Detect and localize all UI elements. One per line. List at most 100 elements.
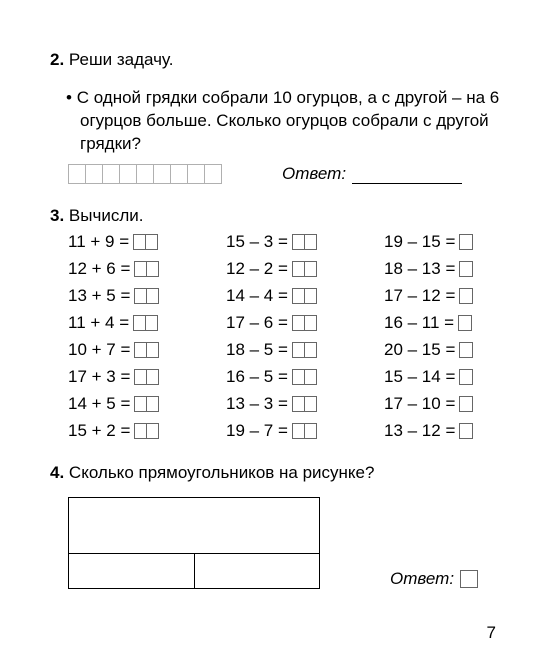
work-cell[interactable] [68,164,86,184]
answer-box-1[interactable] [459,423,473,439]
task4-colon: : [449,569,454,589]
equation-text: 12 + 6 = [68,259,130,279]
equation: 14 – 4 = [226,286,376,306]
equation: 17 – 10 = [384,394,534,414]
figure-vertical-line [194,553,195,589]
answer-box-1[interactable] [459,234,473,250]
equation: 20 – 15 = [384,340,534,360]
work-cell[interactable] [136,164,154,184]
equation-text: 15 + 2 = [68,421,130,441]
equation: 17 – 12 = [384,286,534,306]
task2-answer-line[interactable] [352,167,462,184]
task4-row: Ответ: [50,497,500,589]
equation-text: 17 – 10 = [384,394,455,414]
answer-box-1[interactable] [459,288,473,304]
equation-text: 18 – 5 = [226,340,288,360]
work-cell[interactable] [153,164,171,184]
equation: 10 + 7 = [68,340,218,360]
worksheet-page: 2. Реши задачу. • С одной грядки собрали… [0,0,540,663]
answer-box-2[interactable] [133,315,158,331]
task2-number: 2. [50,50,64,69]
equation: 15 + 2 = [68,421,218,441]
equation-text: 17 – 12 = [384,286,455,306]
equation-text: 13 – 3 = [226,394,288,414]
work-cell[interactable] [204,164,222,184]
answer-box-2[interactable] [292,288,317,304]
task3-number: 3. [50,206,64,225]
equation: 13 – 12 = [384,421,534,441]
task2-problem: • С одной грядки собрали 10 огурцов, а с… [50,87,500,156]
equation-text: 17 – 6 = [226,313,288,333]
equation: 14 + 5 = [68,394,218,414]
equation-text: 17 + 3 = [68,367,130,387]
equation-text: 10 + 7 = [68,340,130,360]
task3-title: Вычисли. [69,206,144,225]
equation: 11 + 9 = [68,232,218,252]
task2-answer-label: Ответ [282,164,341,184]
equation-text: 13 + 5 = [68,286,130,306]
answer-box-1[interactable] [459,369,473,385]
task4-answer-block: Ответ: [390,569,478,589]
equation: 13 – 3 = [226,394,376,414]
answer-box-2[interactable] [292,423,317,439]
answer-box-2[interactable] [292,369,317,385]
equation: 11 + 4 = [68,313,218,333]
equation: 15 – 3 = [226,232,376,252]
answer-box-2[interactable] [134,261,159,277]
page-number: 7 [487,623,496,643]
equation-text: 19 – 7 = [226,421,288,441]
task2-problem-text: С одной грядки собрали 10 огурцов, а с д… [77,88,500,153]
equation: 13 + 5 = [68,286,218,306]
answer-box-2[interactable] [292,234,317,250]
equation-text: 18 – 13 = [384,259,455,279]
task2-answer-block: Ответ: [282,164,462,184]
equation: 17 + 3 = [68,367,218,387]
equation: 18 – 13 = [384,259,534,279]
answer-box-2[interactable] [134,396,159,412]
equation-text: 12 – 2 = [226,259,288,279]
equation-text: 14 – 4 = [226,286,288,306]
equation-text: 20 – 15 = [384,340,455,360]
task4-answer-label: Ответ [390,569,449,589]
work-cell[interactable] [119,164,137,184]
equation-text: 14 + 5 = [68,394,130,414]
equation: 15 – 14 = [384,367,534,387]
answer-box-2[interactable] [292,315,317,331]
equation: 17 – 6 = [226,313,376,333]
equation-text: 16 – 5 = [226,367,288,387]
equation: 18 – 5 = [226,340,376,360]
equation-text: 16 – 11 = [384,313,454,333]
task2-bullet: • [66,88,72,107]
answer-box-2[interactable] [134,288,159,304]
answer-box-1[interactable] [459,342,473,358]
task4-answer-box[interactable] [460,570,478,588]
answer-box-2[interactable] [133,234,158,250]
work-cell[interactable] [85,164,103,184]
answer-box-2[interactable] [292,342,317,358]
equation: 16 – 11 = [384,313,534,333]
task2-work-cells[interactable] [68,164,222,184]
task2-heading: 2. Реши задачу. [50,50,500,70]
answer-box-2[interactable] [134,369,159,385]
answer-box-2[interactable] [134,423,159,439]
task4-number: 4. [50,463,64,482]
work-cell[interactable] [102,164,120,184]
work-cell[interactable] [170,164,188,184]
task3-equations-grid: 11 + 9 = 15 – 3 = 19 – 15 = 12 + 6 = 12 – 2 … [50,232,500,441]
task3-heading: 3. Вычисли. [50,206,500,226]
equation: 19 – 15 = [384,232,534,252]
equation-text: 15 – 14 = [384,367,455,387]
equation-text: 13 – 12 = [384,421,455,441]
answer-box-2[interactable] [292,396,317,412]
answer-box-1[interactable] [459,261,473,277]
equation: 19 – 7 = [226,421,376,441]
equation-text: 11 + 9 = [68,232,129,252]
answer-box-1[interactable] [459,396,473,412]
work-cell[interactable] [187,164,205,184]
task4-heading: 4. Сколько прямоугольников на рисунке? [50,463,500,483]
equation: 16 – 5 = [226,367,376,387]
equation-text: 19 – 15 = [384,232,455,252]
answer-box-1[interactable] [458,315,472,331]
answer-box-2[interactable] [134,342,159,358]
answer-box-2[interactable] [292,261,317,277]
